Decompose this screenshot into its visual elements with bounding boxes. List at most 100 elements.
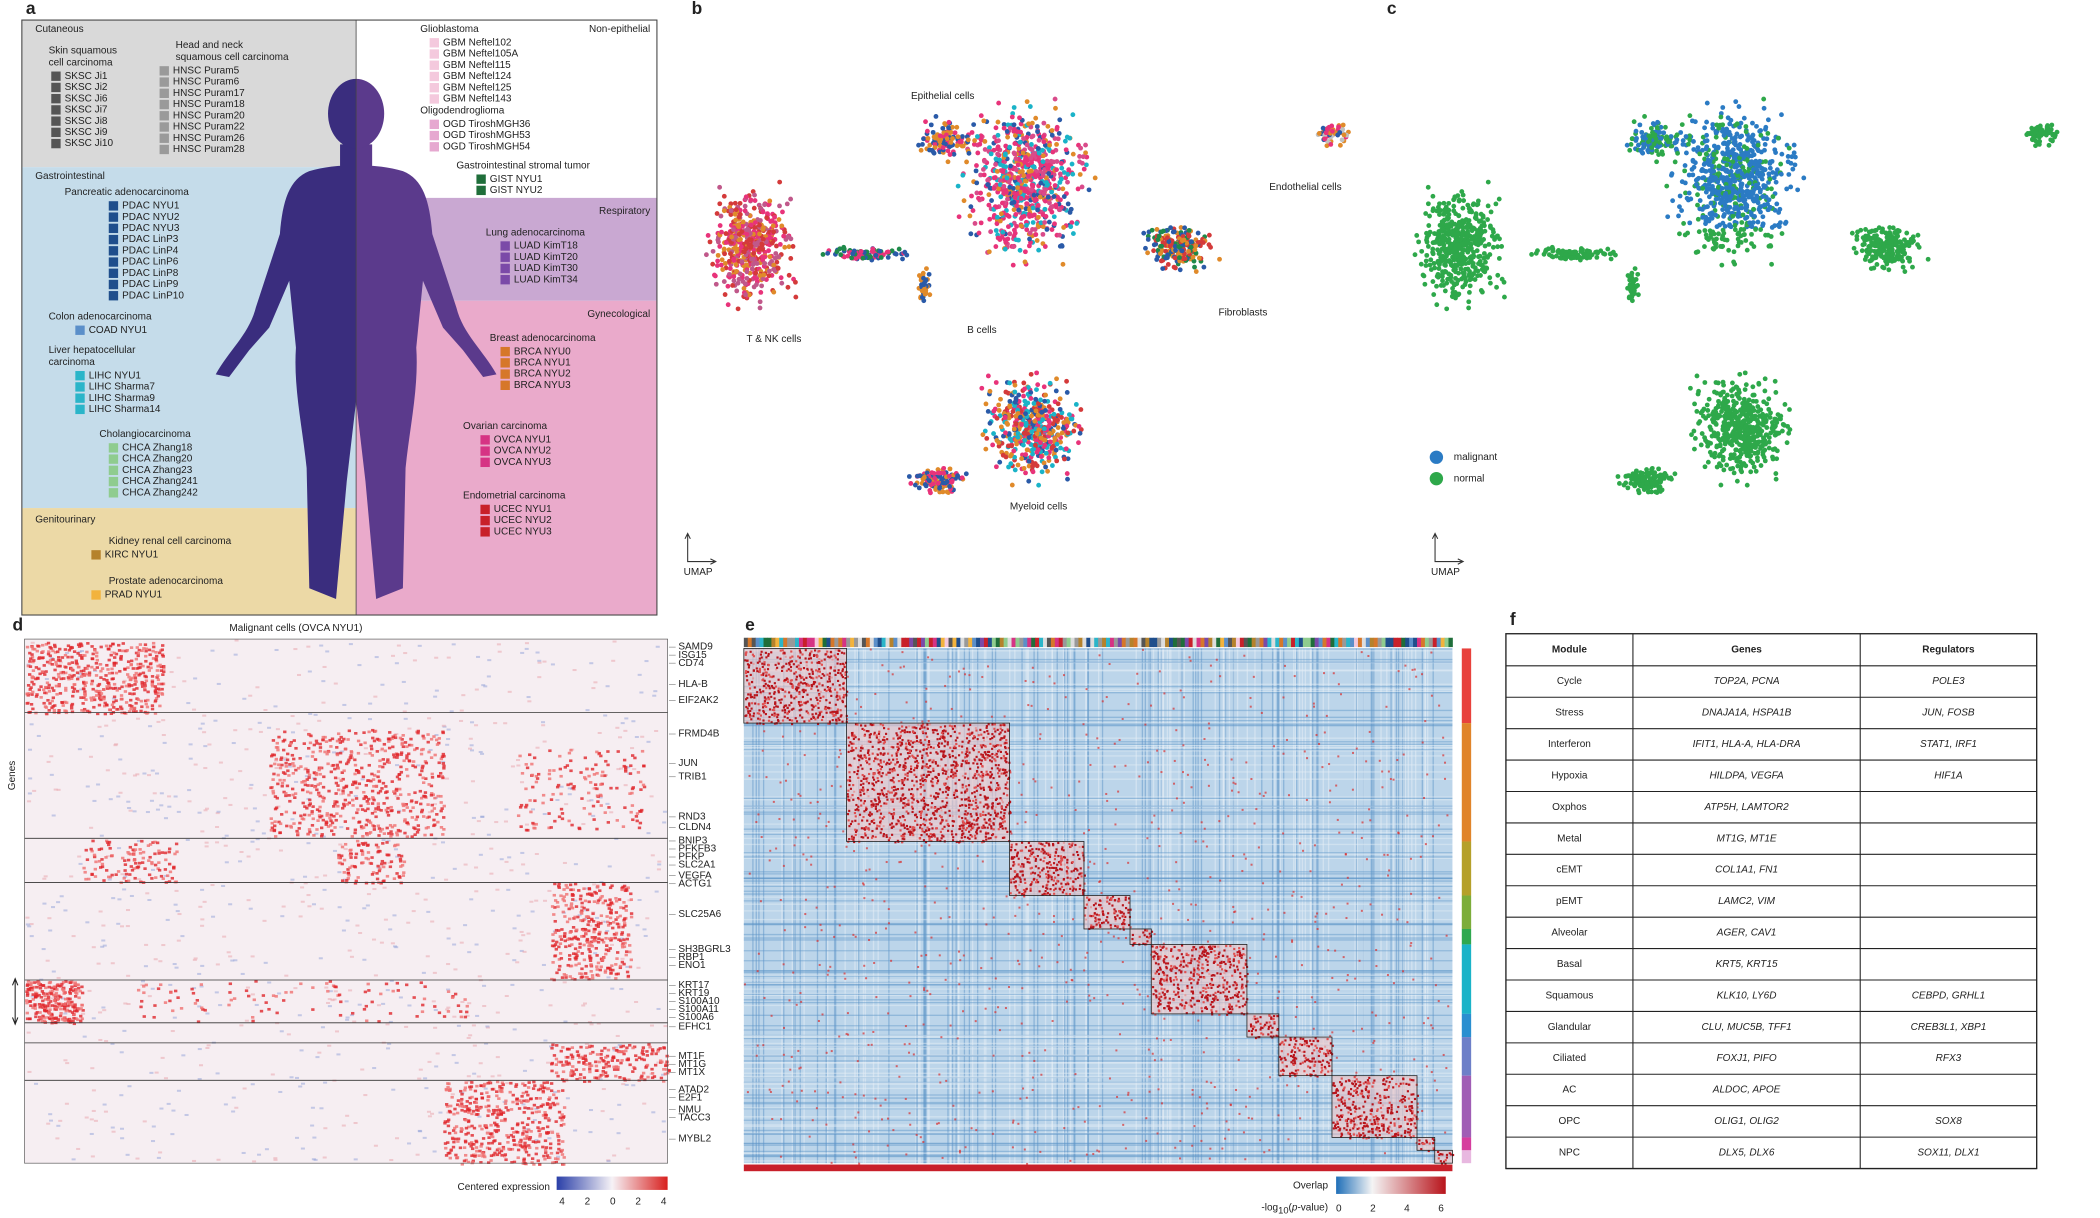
cell-dot [1695,202,1700,208]
umap-b [703,96,1351,496]
cell-dot [1729,173,1735,179]
cell-dot [939,476,944,482]
cell-dot [1005,196,1010,202]
cell-dot [1440,256,1445,262]
cell-dot [1881,265,1887,271]
cell-dot [1479,289,1485,295]
swatch [108,201,119,211]
cell-dot [931,471,937,476]
cell-dot [1012,389,1018,395]
cell-dot [1754,194,1760,200]
cell-dot [1033,115,1039,121]
swatch [429,49,439,59]
heat-cell [486,675,491,678]
cell-dot [952,130,958,136]
cell-dot [1466,305,1472,311]
cell-dot [1605,246,1611,252]
cell-dot [778,275,784,281]
cell-dot [1775,412,1781,418]
cell-dot [1730,430,1736,436]
cell-dot [707,239,713,245]
cell-dot [1714,443,1720,449]
cell-dot [1700,185,1706,191]
cell-dot [1007,231,1013,237]
cell-dot [838,252,844,258]
cell-dot [1753,227,1758,232]
cell-dot [1027,104,1033,109]
cell-dot [908,481,914,486]
cell-dot [1647,476,1653,482]
cell-dot [1021,213,1027,219]
cell-dot [1024,99,1030,105]
cell-dot [1696,229,1702,235]
cell-dot [730,283,736,288]
cell-dot [1579,246,1584,252]
cell-dot [1437,234,1443,240]
cell-dot [1718,114,1724,120]
cell-dot [1730,159,1736,165]
cell-dot [1423,263,1429,268]
cell-dot [1418,261,1424,267]
cell-dot [1040,212,1046,218]
cell-dot [1742,387,1748,393]
cell-dot [986,202,992,208]
cell-dot [1021,159,1027,165]
cell-dot [1188,244,1194,250]
cell-dot [744,262,750,268]
cell-dot [1696,185,1701,191]
cell-dot [1036,137,1042,143]
cell-dot [1720,151,1726,157]
cell-dot [1767,415,1773,420]
cell-dot [1649,489,1654,495]
cell-dot [1712,454,1718,460]
cell-dot [980,432,986,438]
cell-dot [1753,468,1759,474]
cell-dot [1495,272,1501,278]
heat-cell [643,934,648,937]
group-title: carcinoma [49,357,96,368]
cell-dot [752,241,758,247]
cell-dot [961,198,967,204]
cell-dot [1621,482,1627,488]
cell-dot [1499,244,1505,249]
sample-name: BRCA NYU3 [514,380,571,391]
swatch [159,77,169,87]
cell-dot [1068,224,1074,230]
cell-dot [993,125,999,131]
group-title: Liver hepatocellular [49,345,137,356]
cell-dot [946,473,952,479]
cell-dot [978,113,984,119]
cell-dot [1778,416,1783,422]
cell-dot [1722,156,1727,162]
cell-dot [1695,192,1700,198]
cell-dot [1033,396,1039,402]
cell-dot [1079,184,1085,190]
cell-dot [975,150,981,156]
cell-dot [949,124,955,130]
cell-dot [728,208,734,214]
cell-dot [951,151,957,157]
cell-dot [1487,280,1493,286]
heat-cell [293,648,298,651]
cell-dot [1722,223,1728,229]
swatch [429,130,439,141]
swatch [108,454,119,464]
cell-dot [1769,186,1774,192]
cell-dot [748,197,754,203]
cell-dot [1704,119,1710,125]
cell-dot [1067,135,1073,141]
sample-name: HNSC Puram26 [173,133,245,144]
cell-dot [1895,233,1901,239]
cell-dot [1007,380,1013,386]
cell-dot [1427,229,1433,235]
cell-dot [1159,243,1165,249]
sample-name: CHCA Zhang20 [122,454,193,465]
cell-dot [1736,230,1742,236]
cell-dot [713,281,719,287]
heat-cell [474,724,479,727]
cell-dot [970,208,976,213]
cell-dot [1436,251,1442,257]
cell-dot [1731,259,1737,265]
cell-dot [1013,167,1019,173]
cell-dot [982,158,987,164]
